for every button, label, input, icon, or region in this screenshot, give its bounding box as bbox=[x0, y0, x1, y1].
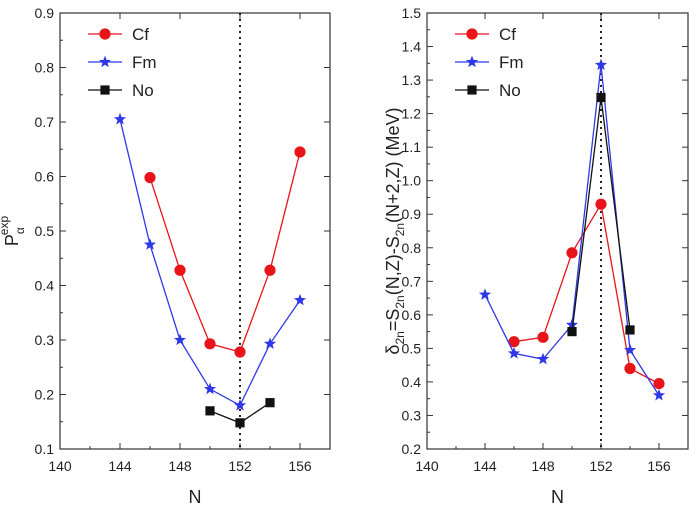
plot-frame bbox=[59, 12, 331, 450]
y-tick-label: 0.3 bbox=[35, 332, 55, 348]
data-point bbox=[233, 399, 247, 411]
data-point bbox=[173, 333, 187, 346]
data-point bbox=[264, 264, 276, 276]
data-point bbox=[478, 288, 492, 300]
data-point bbox=[204, 338, 216, 350]
legend: Cf Fm No bbox=[455, 25, 524, 100]
data-point bbox=[652, 388, 666, 401]
y-tick-label: 0.9 bbox=[35, 5, 55, 21]
legend-label: Fm bbox=[132, 53, 157, 72]
series-Cf bbox=[508, 198, 665, 390]
data-point bbox=[174, 264, 186, 276]
data-point bbox=[653, 377, 665, 390]
legend-marker bbox=[100, 85, 110, 95]
y-tick-label: 0.5 bbox=[402, 340, 422, 356]
series-line bbox=[149, 151, 301, 353]
y-tick-label: 1.0 bbox=[402, 173, 422, 189]
data-point bbox=[623, 343, 637, 356]
legend-label: No bbox=[499, 81, 521, 100]
data-point bbox=[144, 171, 156, 184]
x-tick-label: 140 bbox=[415, 458, 439, 474]
data-point bbox=[595, 198, 607, 210]
plot-frame bbox=[426, 12, 689, 450]
y-tick-label: 0.2 bbox=[35, 387, 55, 403]
y-tick-label: 1.2 bbox=[402, 106, 422, 122]
data-point bbox=[565, 318, 579, 331]
y-tick-label: 0.4 bbox=[35, 278, 55, 294]
y-tick-label: 0.8 bbox=[402, 240, 422, 256]
x-tick-label: 152 bbox=[228, 458, 252, 474]
data-point bbox=[205, 406, 215, 416]
legend-marker bbox=[98, 55, 112, 68]
data-point bbox=[625, 325, 635, 335]
x-tick-label: 156 bbox=[647, 458, 671, 474]
y-tick-label: 0.7 bbox=[35, 114, 55, 130]
y-tick-label: 1.5 bbox=[402, 5, 422, 21]
x-axis-label: N bbox=[551, 487, 564, 507]
series-No bbox=[205, 398, 275, 428]
data-point bbox=[624, 362, 636, 375]
series-line bbox=[513, 202, 660, 385]
data-point bbox=[567, 327, 577, 337]
data-point bbox=[294, 146, 306, 158]
data-point bbox=[293, 293, 307, 306]
data-point bbox=[537, 331, 549, 343]
x-tick-label: 144 bbox=[473, 458, 497, 474]
y-tick-label: 0.8 bbox=[35, 60, 55, 76]
legend: Cf Fm No bbox=[88, 25, 157, 100]
x-tick-label: 144 bbox=[108, 458, 132, 474]
data-point bbox=[143, 238, 157, 250]
series-Cf bbox=[144, 146, 306, 358]
data-point bbox=[235, 418, 245, 428]
y-axis-label: Pαexp bbox=[0, 216, 27, 247]
y-tick-label: 0.4 bbox=[402, 374, 422, 390]
y-tick-label: 0.3 bbox=[402, 407, 422, 423]
legend-label: Cf bbox=[499, 25, 516, 44]
plot-1: 140 144 148 152 156 0.1 0.2 0.3 0.4 0.5 0.6 0.7 0.8 0… bbox=[0, 5, 331, 507]
y-tick-label: 0.9 bbox=[402, 206, 422, 222]
y-tick-label: 1.4 bbox=[402, 39, 422, 55]
data-point bbox=[265, 398, 275, 408]
y-axis-label: δ2n=S2n(N,Z)-S2n(N+2,Z) (MeV) bbox=[383, 107, 407, 354]
legend-label: Cf bbox=[132, 25, 149, 44]
legend-label: Fm bbox=[499, 53, 524, 72]
series-Fm bbox=[113, 112, 307, 411]
y-tick-label: 0.5 bbox=[35, 223, 55, 239]
data-point bbox=[234, 346, 246, 358]
y-tick-label: 0.7 bbox=[402, 273, 422, 289]
legend-marker bbox=[467, 85, 477, 95]
y-tick-label: 1.3 bbox=[402, 72, 422, 88]
legend-label: No bbox=[132, 81, 154, 100]
y-tick-label: 0.2 bbox=[402, 441, 422, 457]
data-point bbox=[594, 58, 608, 71]
legend-marker bbox=[465, 55, 479, 68]
x-tick-label: 148 bbox=[531, 458, 555, 474]
y-tick-label: 0.6 bbox=[35, 169, 55, 185]
series-No bbox=[567, 92, 635, 337]
y-tick-label: 0.1 bbox=[35, 441, 55, 457]
data-point bbox=[263, 337, 277, 349]
data-point bbox=[203, 382, 217, 395]
series-line bbox=[119, 119, 301, 407]
plot-2: 140 144 148 152 156 0.2 0.3 0.4 0.5 0.6 0.7 0.8 0.9 1… bbox=[383, 5, 689, 507]
series-Fm bbox=[478, 58, 666, 401]
legend-marker bbox=[466, 28, 478, 40]
x-tick-label: 148 bbox=[168, 458, 192, 474]
x-axis-label: N bbox=[189, 487, 202, 507]
legend-marker bbox=[99, 28, 111, 40]
y-tick-label: 0.6 bbox=[402, 307, 422, 323]
data-point bbox=[596, 92, 606, 103]
y-tick-label: 1.1 bbox=[402, 139, 422, 155]
data-point bbox=[113, 112, 127, 125]
data-point bbox=[566, 247, 578, 259]
x-tick-label: 156 bbox=[288, 458, 312, 474]
x-tick-label: 152 bbox=[589, 458, 613, 474]
data-point bbox=[507, 347, 521, 359]
x-tick-label: 140 bbox=[48, 458, 72, 474]
data-point bbox=[536, 352, 550, 365]
